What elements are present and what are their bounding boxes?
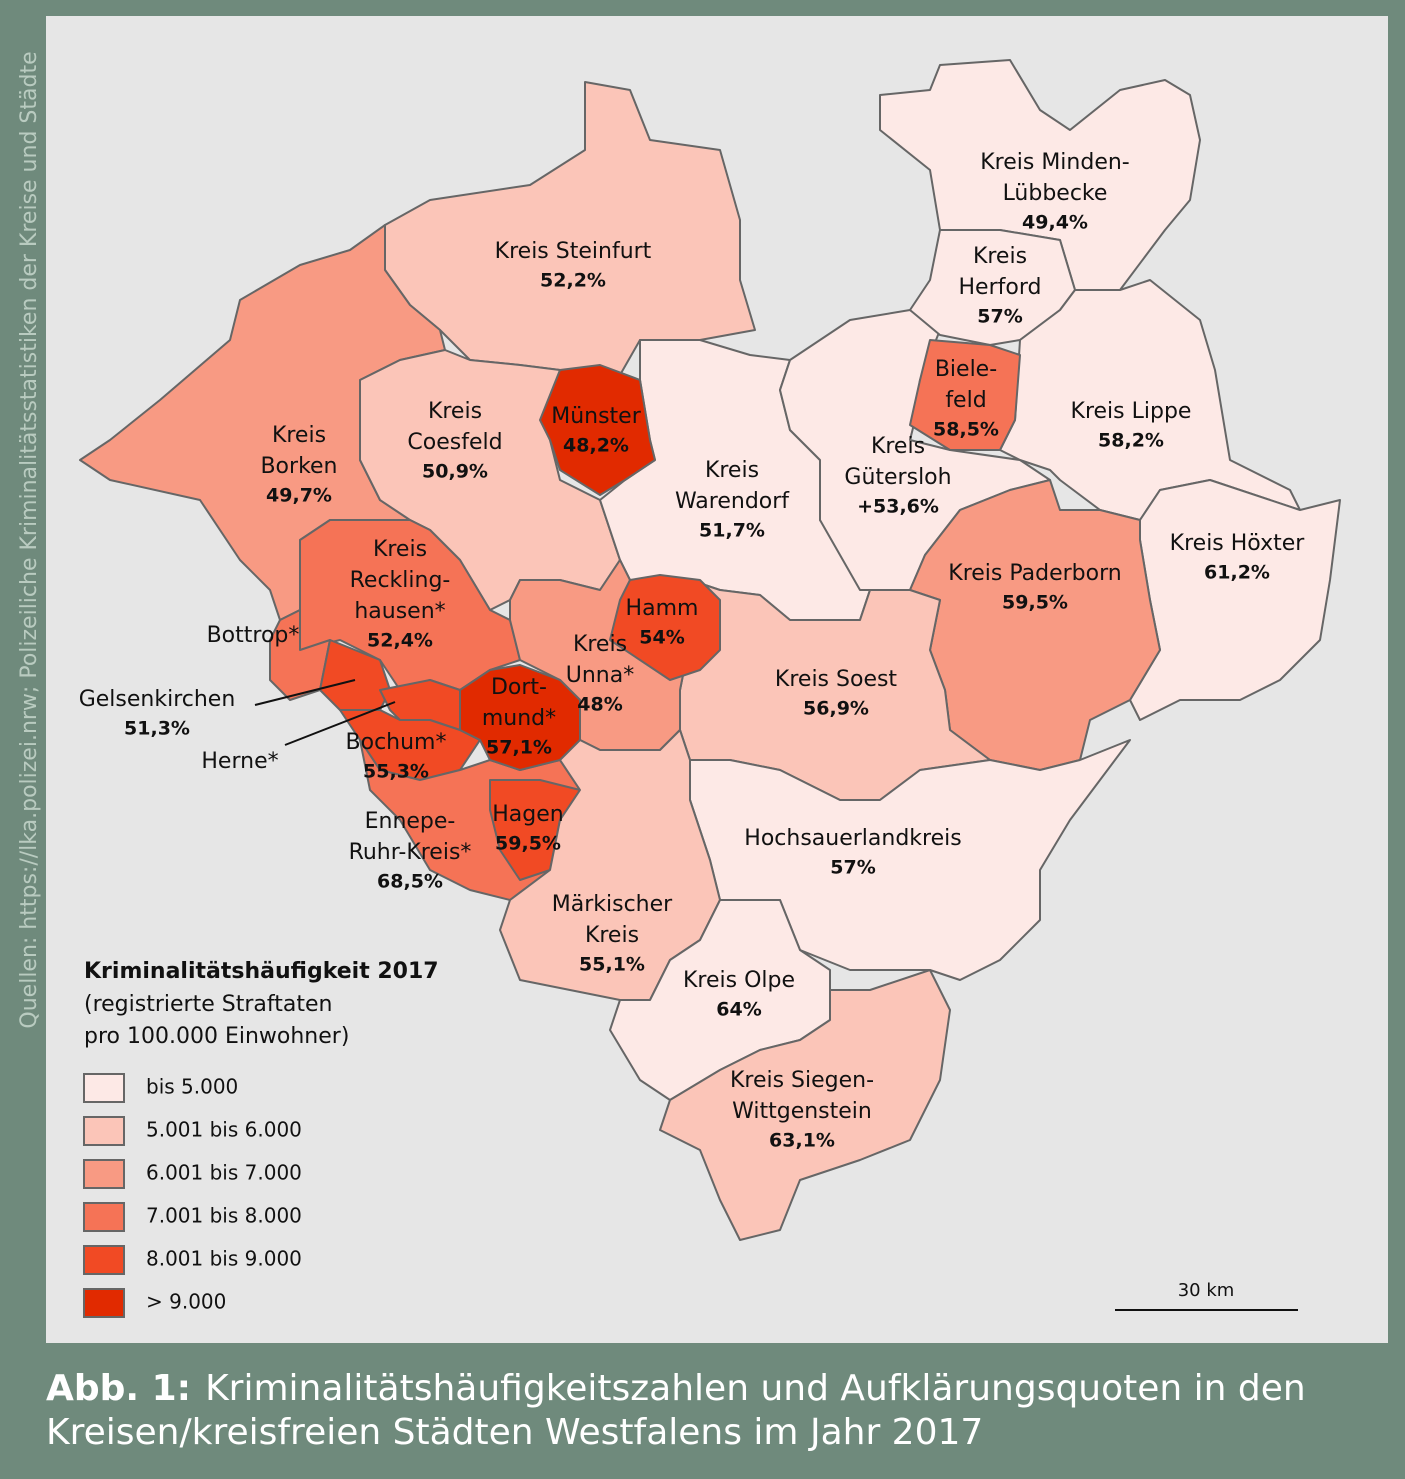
region-value: 48,2% [563, 435, 629, 457]
region-name: Gelsenkirchen [79, 687, 236, 712]
region-value: 51,7% [699, 520, 765, 542]
region-value: 49,7% [266, 485, 332, 507]
region-name: Kreis [428, 399, 482, 424]
region-value: 63,1% [769, 1130, 835, 1152]
legend-swatch [83, 1073, 125, 1103]
region-name: Coesfeld [407, 430, 502, 455]
region-value: 57% [830, 857, 875, 879]
legend-label: 7.001 bis 8.000 [146, 1204, 302, 1228]
regions [79, 59, 1341, 1241]
region-name: feld [945, 388, 986, 413]
region-value: 51,3% [124, 718, 190, 740]
region-value: +53,6% [857, 496, 939, 518]
legend-swatch [83, 1245, 125, 1275]
region-value: 48% [577, 694, 622, 716]
legend-swatch [83, 1202, 125, 1232]
region [659, 969, 951, 1241]
region-value: 57,1% [486, 737, 552, 759]
region-name: Bochum* [346, 730, 447, 755]
region-value: 59,5% [1002, 592, 1068, 614]
legend-subtitle: (registrierte Straftaten [84, 992, 332, 1017]
region-name: Kreis Olpe [683, 968, 795, 993]
region-name: Kreis [585, 923, 639, 948]
region-name: Märkischer [552, 892, 673, 917]
region-name: Ruhr-Kreis* [349, 840, 472, 865]
leader-line [254, 679, 356, 706]
legend-swatch [83, 1159, 125, 1189]
legend-subtitle: pro 100.000 Einwohner) [84, 1024, 349, 1049]
region-name: Kreis [373, 537, 427, 562]
region-name: Kreis [272, 423, 326, 448]
legend-label: > 9.000 [146, 1290, 226, 1314]
region-name: Münster [551, 404, 641, 429]
region-name: Wittgenstein [732, 1099, 872, 1124]
region-value: 64% [716, 999, 761, 1021]
legend-swatch [83, 1116, 125, 1146]
legend-label: 6.001 bis 7.000 [146, 1161, 302, 1185]
region [539, 364, 656, 496]
region-name: Kreis [973, 244, 1027, 269]
region-name: Dort- [491, 675, 547, 700]
region-name: Ennepe- [365, 809, 456, 834]
region-value: 59,5% [495, 833, 561, 855]
caption-line: Abb. 1: Kriminalitätshäufigkeitszahlen un… [46, 1368, 1306, 1409]
region-name: Lübbecke [1003, 181, 1108, 206]
region [909, 339, 1021, 451]
region-name: Kreis [705, 458, 759, 483]
region-value: 68,5% [377, 871, 443, 893]
region-name: Unna* [566, 663, 634, 688]
region [609, 574, 721, 681]
scale-label: 30 km [1178, 1280, 1235, 1301]
region-value: 58,5% [933, 419, 999, 441]
region-name: Hagen [492, 802, 563, 827]
region-name: Biele- [935, 357, 997, 382]
region-name: Herne* [201, 749, 278, 774]
region-name: Herford [959, 275, 1042, 300]
region-name: Kreis Paderborn [948, 561, 1121, 586]
region-name: Kreis [573, 632, 627, 657]
region-value: 55,3% [363, 761, 429, 783]
region-name: Reckling- [350, 568, 451, 593]
legend-swatch [83, 1288, 125, 1318]
region-name: Borken [260, 454, 337, 479]
region-name: Kreis Höxter [1170, 531, 1306, 556]
region-name: Kreis Minden- [980, 150, 1130, 175]
region-value: 54% [639, 627, 684, 649]
region-value: 49,4% [1022, 212, 1088, 234]
region-name: Kreis Lippe [1071, 399, 1192, 424]
region-name: Kreis Soest [775, 667, 898, 692]
legend: Kriminalitätshäufigkeit 2017 (registrier… [83, 959, 439, 1318]
caption-label: Abb. 1: [46, 1368, 191, 1409]
legend-title: Kriminalitätshäufigkeit 2017 [84, 959, 439, 984]
region-value: 61,2% [1204, 562, 1270, 584]
region-value: 57% [977, 306, 1022, 328]
region-name: Kreis [871, 434, 925, 459]
region [384, 81, 756, 376]
source-note: Quellen: https://lka.polizei.nrw; Polize… [17, 51, 42, 1028]
region-name: Hamm [626, 596, 699, 621]
region-value: 52,2% [540, 270, 606, 292]
region-value: 52,4% [367, 630, 433, 652]
region-value: 50,9% [422, 461, 488, 483]
legend-label: 5.001 bis 6.000 [146, 1118, 302, 1142]
region-name: Kreis Siegen- [730, 1068, 874, 1093]
region-name: hausen* [354, 599, 445, 624]
region-labels: Kreis Steinfurt 52,2% Kreis Minden- Lübbeck… [79, 150, 1306, 1152]
region-value: 56,9% [803, 698, 869, 720]
region-value: 55,1% [579, 954, 645, 976]
region-name: Bottrop* [207, 623, 300, 648]
caption-line: Kreisen/kreisfreien Städten Westfalens i… [46, 1412, 983, 1453]
legend-label: bis 5.000 [146, 1075, 238, 1099]
leader-line [284, 701, 396, 746]
region-name: Warendorf [675, 489, 790, 514]
region-name: mund* [482, 706, 556, 731]
legend-label: 8.001 bis 9.000 [146, 1247, 302, 1271]
region-name: Kreis Steinfurt [495, 239, 652, 264]
region-value: 58,2% [1098, 430, 1164, 452]
region-name: Hochsauerlandkreis [744, 826, 961, 851]
region-name: Gütersloh [844, 465, 951, 490]
caption-text: Kriminalitätshäufigkeitszahlen und Aufkl… [205, 1368, 1306, 1409]
